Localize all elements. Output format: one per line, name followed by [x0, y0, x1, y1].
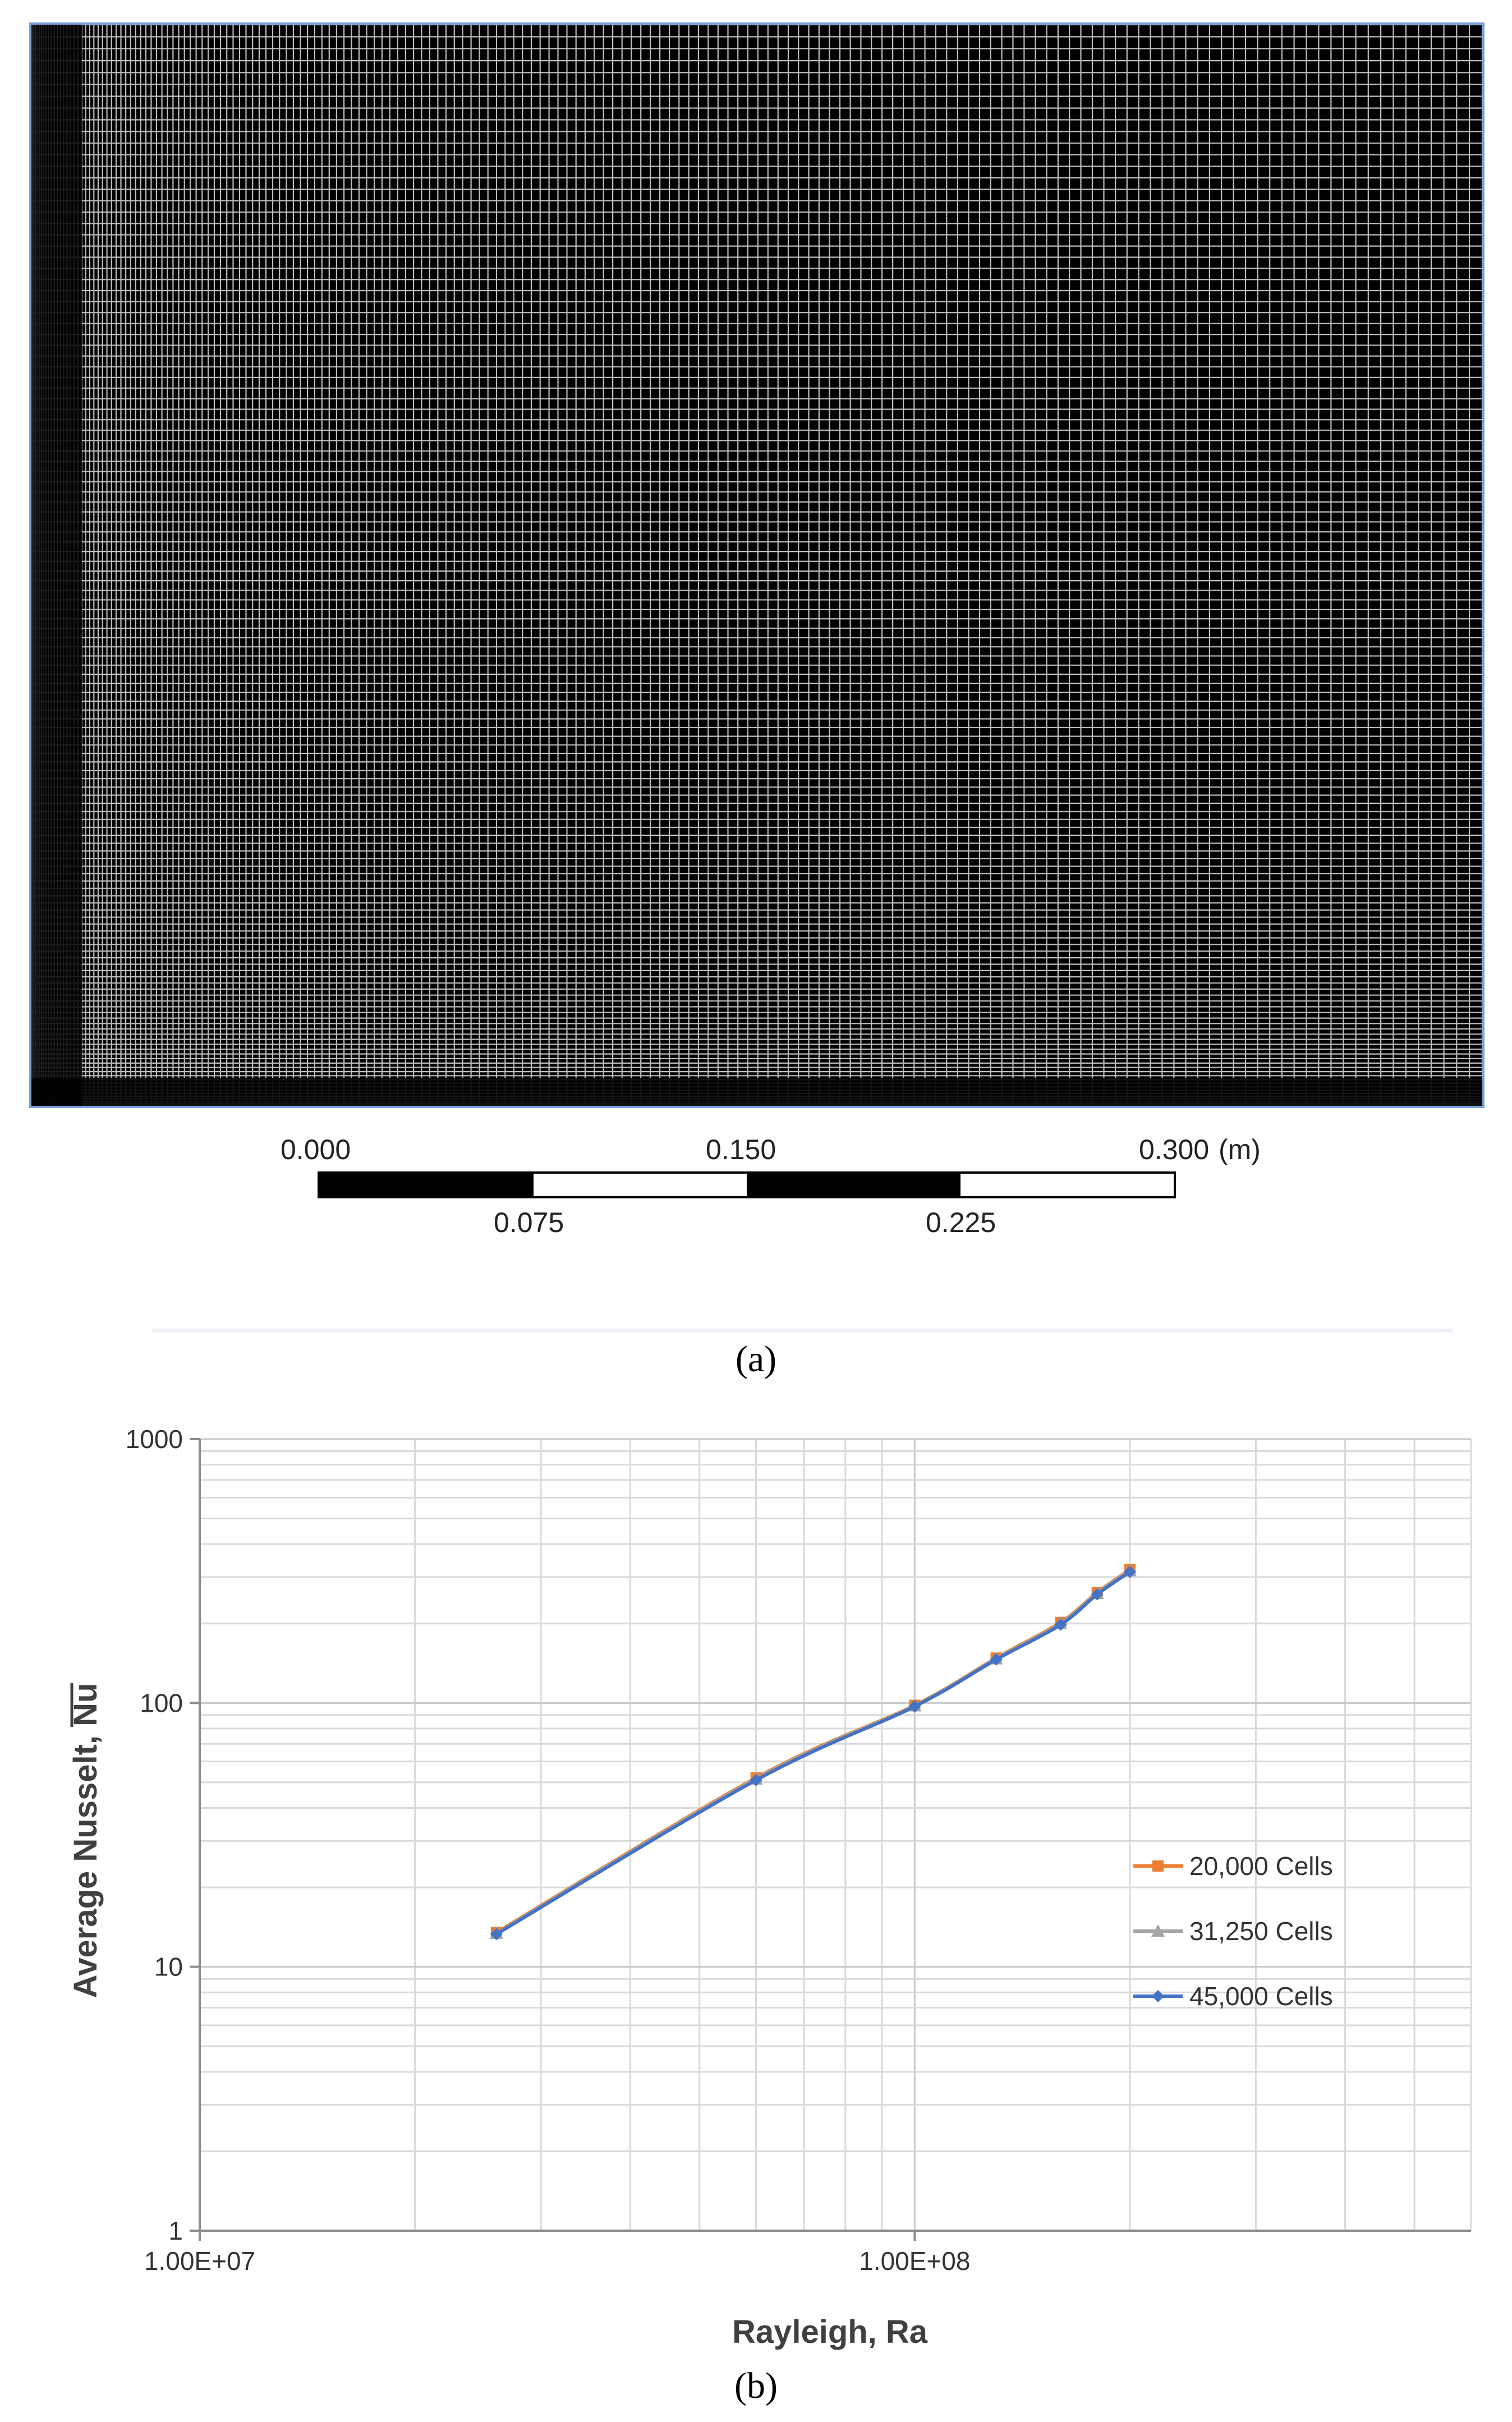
series — [489, 1564, 1137, 1941]
chart-panel: 1 10 100 1000 1.00E+07 1.00E+08 Rayleigh, Ra Av… — [0, 1391, 1512, 2422]
legend-label: 31,250 Cells — [1189, 1917, 1333, 1946]
data-point — [750, 1773, 762, 1786]
y-tick-label: 1 — [168, 2216, 183, 2245]
data-point — [1054, 1618, 1067, 1631]
scale-label-0: 0.000 — [281, 1134, 351, 1165]
grid — [199, 1438, 1472, 2232]
data-point — [990, 1653, 1003, 1666]
y-tick-label: 10 — [154, 1952, 183, 1982]
mesh-horizontal-lines — [31, 25, 1482, 1106]
y-tick-label: 100 — [140, 1688, 183, 1717]
legend-entry: 45,000 Cells — [1133, 1982, 1333, 2011]
scale-segment-2 — [533, 1174, 747, 1196]
mesh-left-boundary-layer — [31, 25, 82, 1106]
series-line — [495, 1570, 1131, 1936]
scale-unit: (m) — [1219, 1134, 1261, 1165]
x-tick-label: 1.00E+08 — [859, 2246, 970, 2276]
scale-segment-4 — [960, 1174, 1174, 1196]
scale-label-150: 0.150 — [706, 1134, 776, 1165]
data-point — [1091, 1588, 1104, 1601]
y-tick-label: 1000 — [126, 1424, 183, 1454]
scale-label-300: 0.300 — [1139, 1134, 1210, 1165]
scale-bar — [318, 1171, 1176, 1198]
plot-area — [200, 1439, 1471, 2231]
scale-segment-1 — [320, 1174, 534, 1196]
series-45-000-cells — [490, 1565, 1136, 1941]
x-tick-label: 1.00E+07 — [144, 2246, 255, 2276]
legend-entry: 31,250 Cells — [1133, 1917, 1333, 1946]
scale-segment-3 — [747, 1174, 960, 1196]
mesh-viewport — [29, 22, 1485, 1108]
scale-label-225: 0.225 — [926, 1207, 996, 1238]
data-point — [490, 1928, 503, 1941]
legend-label: 20,000 Cells — [1189, 1851, 1333, 1881]
data-point — [1123, 1565, 1136, 1578]
divider — [151, 1329, 1453, 1332]
legend-marker — [1151, 1924, 1165, 1937]
nusselt-chart: 1 10 100 1000 1.00E+07 1.00E+08 Rayleigh, Ra Av… — [67, 1424, 1472, 2350]
legend-marker — [1152, 1860, 1164, 1872]
y-axis-title: Average Nusselt, Nu — [67, 1683, 104, 1998]
mesh-grid — [31, 25, 1482, 1106]
data-point — [908, 1700, 921, 1713]
mesh-panel: 0.000 0.150 0.300 (m) 0.075 0.225 (a) — [29, 22, 1485, 1380]
scale-label-075: 0.075 — [494, 1207, 564, 1238]
mesh-bottom-boundary-layer — [31, 1078, 1482, 1106]
axes: 1 10 100 1000 1.00E+07 1.00E+08 Rayleigh, Ra Av… — [67, 1424, 1471, 2350]
legend: 20,000 Cells 31,250 Cells 45,000 Cells — [1133, 1851, 1333, 2011]
caption-b: (b) — [734, 2365, 778, 2406]
legend-label: 45,000 Cells — [1189, 1982, 1333, 2011]
mesh-background — [31, 25, 1482, 1106]
legend-entry: 20,000 Cells — [1133, 1851, 1333, 1881]
x-axis-title: Rayleigh, Ra — [732, 2314, 928, 2350]
caption-a: (a) — [735, 1339, 777, 1380]
legend-marker — [1152, 1990, 1164, 2002]
